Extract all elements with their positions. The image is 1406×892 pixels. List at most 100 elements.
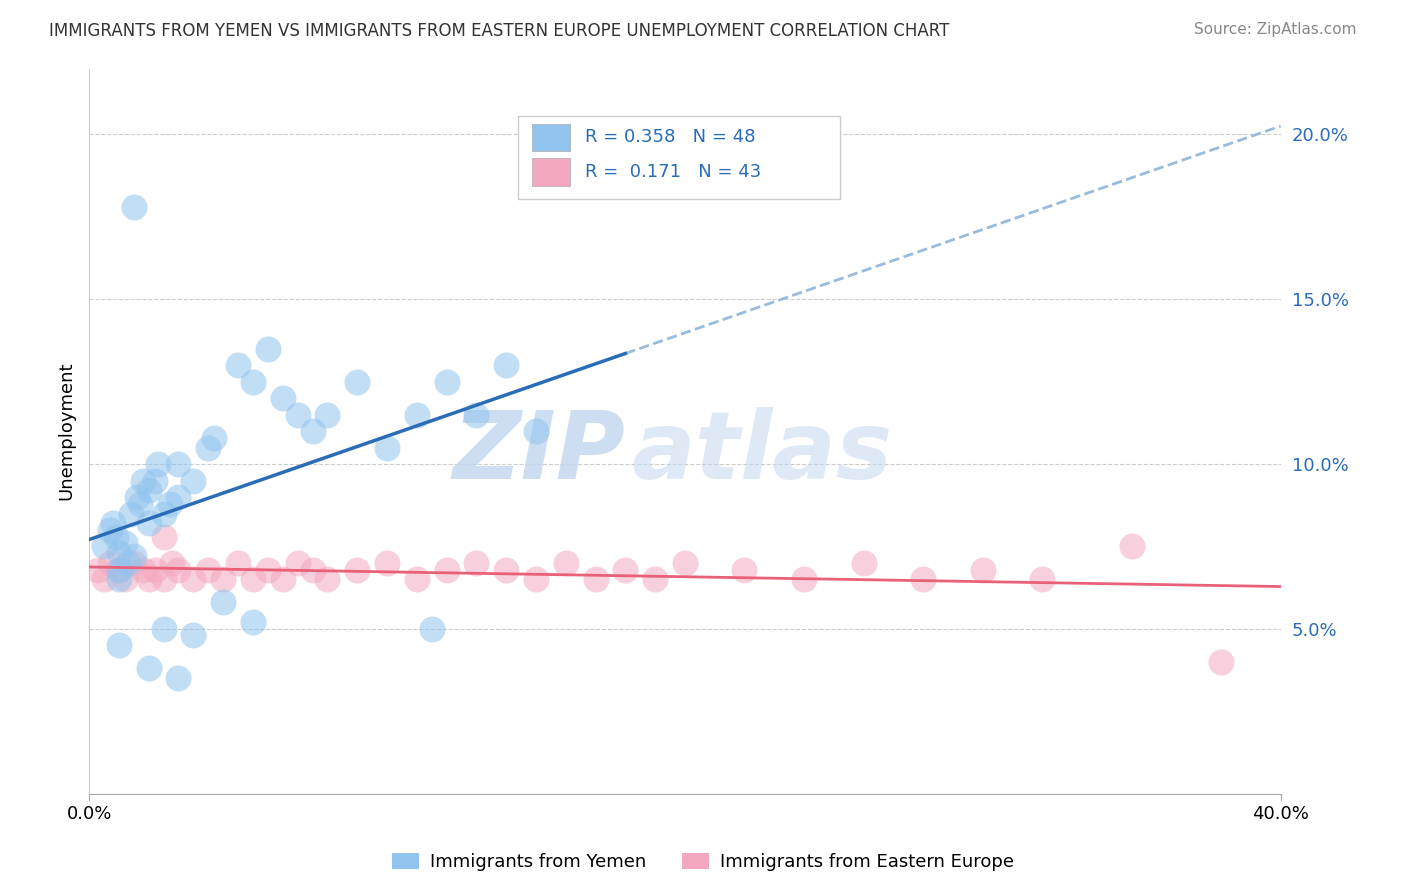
- Point: [733, 562, 755, 576]
- Point: [346, 562, 368, 576]
- Point: [212, 595, 235, 609]
- Point: [167, 562, 190, 576]
- Point: [93, 540, 115, 554]
- Point: [108, 562, 131, 576]
- FancyBboxPatch shape: [517, 116, 839, 199]
- Point: [585, 573, 607, 587]
- Point: [93, 573, 115, 587]
- Point: [108, 573, 131, 587]
- Point: [301, 562, 323, 576]
- Point: [524, 573, 547, 587]
- Point: [524, 424, 547, 438]
- Point: [271, 391, 294, 405]
- Point: [405, 573, 427, 587]
- Point: [346, 375, 368, 389]
- Point: [120, 507, 142, 521]
- Point: [465, 408, 488, 422]
- Point: [167, 457, 190, 471]
- Point: [122, 200, 145, 214]
- Point: [98, 556, 121, 570]
- Point: [316, 408, 339, 422]
- Point: [287, 408, 309, 422]
- Point: [159, 497, 181, 511]
- Point: [912, 573, 935, 587]
- Point: [271, 573, 294, 587]
- Point: [108, 638, 131, 652]
- Point: [436, 375, 458, 389]
- Y-axis label: Unemployment: Unemployment: [58, 362, 75, 500]
- Point: [162, 556, 184, 570]
- Point: [554, 556, 576, 570]
- Point: [242, 573, 264, 587]
- Point: [614, 562, 637, 576]
- Point: [138, 483, 160, 498]
- Point: [852, 556, 875, 570]
- Point: [98, 523, 121, 537]
- Legend: Immigrants from Yemen, Immigrants from Eastern Europe: Immigrants from Yemen, Immigrants from E…: [385, 846, 1021, 879]
- Text: R = 0.358   N = 48: R = 0.358 N = 48: [585, 128, 755, 146]
- Bar: [533, 159, 571, 186]
- Point: [316, 573, 339, 587]
- Point: [420, 622, 443, 636]
- Point: [212, 573, 235, 587]
- Point: [122, 549, 145, 564]
- Text: Source: ZipAtlas.com: Source: ZipAtlas.com: [1194, 22, 1357, 37]
- Point: [146, 457, 169, 471]
- Point: [202, 431, 225, 445]
- Point: [138, 661, 160, 675]
- Point: [152, 573, 174, 587]
- Point: [183, 628, 205, 642]
- Point: [197, 441, 219, 455]
- Point: [167, 671, 190, 685]
- Point: [122, 556, 145, 570]
- Point: [104, 530, 127, 544]
- Point: [183, 474, 205, 488]
- Point: [375, 556, 398, 570]
- Point: [495, 358, 517, 372]
- Point: [673, 556, 696, 570]
- Point: [108, 546, 131, 560]
- Point: [226, 358, 249, 372]
- Point: [152, 622, 174, 636]
- Point: [226, 556, 249, 570]
- Point: [101, 516, 124, 531]
- Point: [495, 562, 517, 576]
- Point: [143, 562, 166, 576]
- Point: [183, 573, 205, 587]
- Point: [167, 490, 190, 504]
- Point: [87, 562, 110, 576]
- Point: [465, 556, 488, 570]
- Point: [256, 342, 278, 356]
- Point: [108, 562, 131, 576]
- Point: [114, 536, 136, 550]
- Point: [152, 530, 174, 544]
- Point: [152, 507, 174, 521]
- Point: [114, 573, 136, 587]
- Point: [242, 375, 264, 389]
- Point: [131, 474, 153, 488]
- Point: [301, 424, 323, 438]
- Point: [125, 490, 148, 504]
- Point: [256, 562, 278, 576]
- Point: [972, 562, 994, 576]
- Point: [1031, 573, 1053, 587]
- Text: atlas: atlas: [631, 407, 893, 499]
- Point: [644, 573, 666, 587]
- Point: [138, 573, 160, 587]
- Point: [375, 441, 398, 455]
- Point: [117, 556, 139, 570]
- Bar: [533, 124, 571, 151]
- Text: ZIP: ZIP: [453, 407, 626, 499]
- Point: [131, 562, 153, 576]
- Point: [1211, 655, 1233, 669]
- Point: [287, 556, 309, 570]
- Point: [1121, 540, 1143, 554]
- Point: [242, 615, 264, 630]
- Point: [138, 516, 160, 531]
- Point: [793, 573, 815, 587]
- Point: [405, 408, 427, 422]
- Point: [128, 497, 150, 511]
- Text: IMMIGRANTS FROM YEMEN VS IMMIGRANTS FROM EASTERN EUROPE UNEMPLOYMENT CORRELATION: IMMIGRANTS FROM YEMEN VS IMMIGRANTS FROM…: [49, 22, 949, 40]
- Text: R =  0.171   N = 43: R = 0.171 N = 43: [585, 163, 761, 181]
- Point: [143, 474, 166, 488]
